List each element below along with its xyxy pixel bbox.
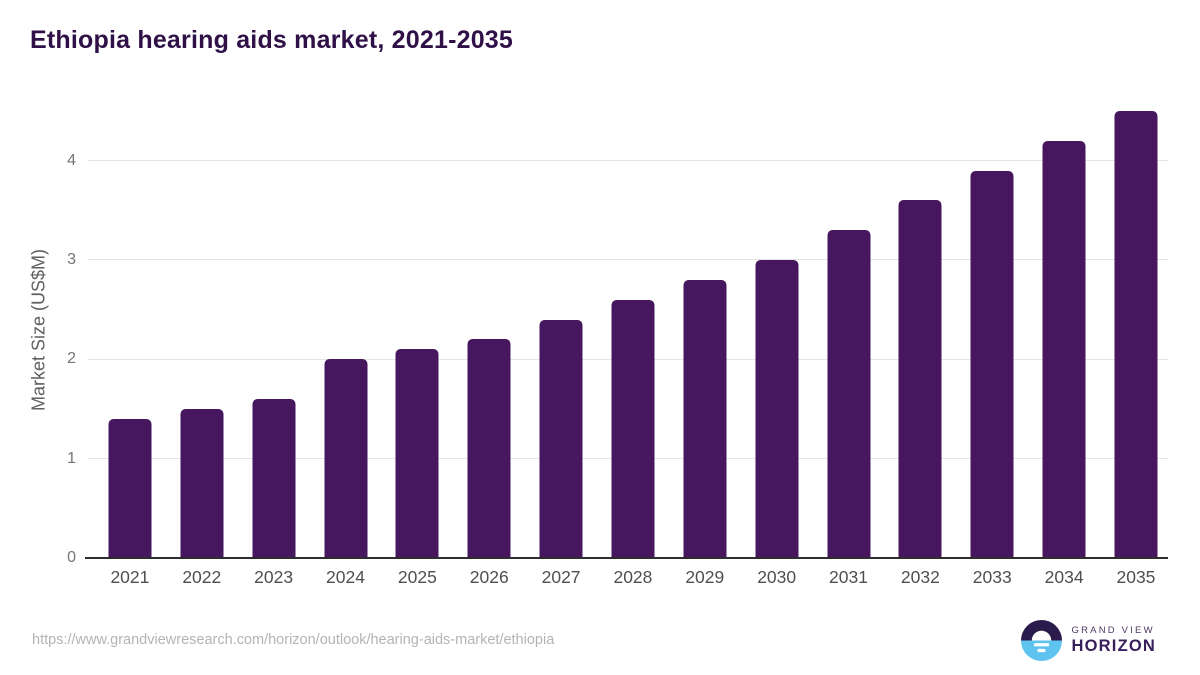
bar-2033[interactable] (970, 170, 1014, 558)
bar-2027[interactable] (539, 319, 583, 558)
grandview-horizon-logo[interactable]: GRAND VIEW HORIZON (1020, 620, 1156, 661)
x-tick-label: 2023 (254, 567, 294, 587)
bar-2023[interactable] (252, 399, 296, 558)
plot-area (85, 100, 1168, 559)
bar-slot (166, 100, 238, 558)
bar-slot (381, 100, 453, 558)
x-tick-label: 2022 (182, 567, 222, 587)
x-tick-label: 2032 (900, 567, 940, 587)
x-tick-label: 2026 (469, 567, 509, 587)
y-axis-ticks: 0 1 2 3 4 (0, 100, 76, 565)
x-tick-label: 2021 (110, 567, 150, 587)
x-tick-label: 2029 (685, 567, 725, 587)
bar-slot (453, 100, 525, 558)
bar-2021[interactable] (108, 418, 152, 558)
bar-slot (525, 100, 597, 558)
horizon-sunrise-icon (1020, 620, 1062, 661)
x-tick-label: 2028 (613, 567, 653, 587)
bar-series (94, 100, 1172, 558)
gridline (88, 160, 1168, 162)
bar-2029[interactable] (683, 279, 727, 558)
bar-2022[interactable] (180, 408, 224, 558)
y-tick-label: 4 (67, 151, 76, 169)
x-tick-label: 2024 (326, 567, 365, 587)
x-tick-label: 2035 (1116, 567, 1156, 587)
y-tick-label: 3 (67, 250, 76, 268)
y-tick-label: 2 (67, 350, 76, 368)
bar-slot (813, 100, 885, 558)
bar-2024[interactable] (324, 359, 367, 558)
chart-title: Ethiopia hearing aids market, 2021-2035 (30, 26, 514, 54)
bar-2026[interactable] (467, 339, 511, 558)
bar-slot (94, 100, 166, 558)
bar-slot (1028, 100, 1100, 558)
bar-2032[interactable] (898, 200, 942, 558)
bar-2031[interactable] (827, 230, 871, 558)
x-tick-label: 2027 (541, 567, 581, 587)
bar-slot (310, 100, 382, 558)
bar-2035[interactable] (1114, 110, 1158, 558)
y-tick-label: 0 (67, 549, 76, 566)
x-axis-line (85, 557, 1168, 559)
bar-2025[interactable] (395, 349, 439, 558)
x-tick-label: 2033 (972, 567, 1012, 587)
bar-2028[interactable] (611, 299, 655, 558)
logo-line2: HORIZON (1071, 636, 1156, 655)
source-url: https://www.grandviewresearch.com/horizo… (32, 632, 555, 648)
y-tick-label: 1 (67, 449, 76, 467)
x-axis-labels: 2021 2022 2023 2024 2025 2026 2027 2028 2029 2030… (94, 567, 1172, 588)
bar-2034[interactable] (1042, 140, 1086, 558)
bar-slot (741, 100, 813, 558)
bar-slot (956, 100, 1028, 558)
bar-2030[interactable] (755, 259, 799, 558)
bar-slot (238, 100, 310, 558)
x-tick-label: 2031 (829, 567, 868, 587)
gridline (88, 259, 1168, 261)
x-tick-label: 2034 (1044, 567, 1084, 587)
x-tick-label: 2030 (757, 567, 797, 587)
bar-slot (597, 100, 669, 558)
x-tick-label: 2025 (397, 567, 437, 587)
bar-slot (1100, 100, 1172, 558)
bar-slot (884, 100, 956, 558)
logo-text: GRAND VIEW HORIZON (1072, 625, 1156, 655)
bar-slot (669, 100, 741, 558)
logo-line1: GRAND VIEW (1071, 625, 1155, 637)
